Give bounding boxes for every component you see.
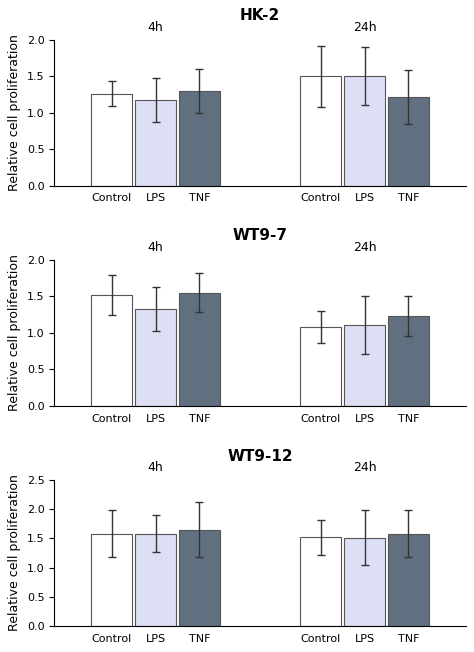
- Text: 4h: 4h: [147, 22, 164, 34]
- Text: 24h: 24h: [353, 22, 376, 34]
- Y-axis label: Relative cell proliferation: Relative cell proliferation: [9, 35, 21, 191]
- Text: 4h: 4h: [147, 462, 164, 475]
- Bar: [344, 76, 385, 186]
- Text: 4h: 4h: [147, 241, 164, 254]
- Bar: [301, 327, 341, 406]
- Bar: [179, 293, 219, 406]
- Bar: [135, 309, 176, 406]
- Y-axis label: Relative cell proliferation: Relative cell proliferation: [9, 475, 21, 631]
- Bar: [91, 295, 132, 406]
- Text: 24h: 24h: [353, 462, 376, 475]
- Bar: [179, 91, 219, 186]
- Title: HK-2: HK-2: [240, 8, 280, 23]
- Bar: [301, 76, 341, 186]
- Bar: [301, 537, 341, 626]
- Bar: [388, 534, 428, 626]
- Bar: [179, 529, 219, 626]
- Bar: [388, 96, 428, 186]
- Bar: [344, 325, 385, 406]
- Title: WT9-7: WT9-7: [233, 228, 288, 243]
- Bar: [344, 538, 385, 626]
- Bar: [135, 534, 176, 626]
- Bar: [91, 94, 132, 186]
- Bar: [135, 100, 176, 186]
- Bar: [388, 316, 428, 406]
- Bar: [91, 534, 132, 626]
- Text: 24h: 24h: [353, 241, 376, 254]
- Title: WT9-12: WT9-12: [227, 449, 293, 464]
- Y-axis label: Relative cell proliferation: Relative cell proliferation: [9, 254, 21, 411]
